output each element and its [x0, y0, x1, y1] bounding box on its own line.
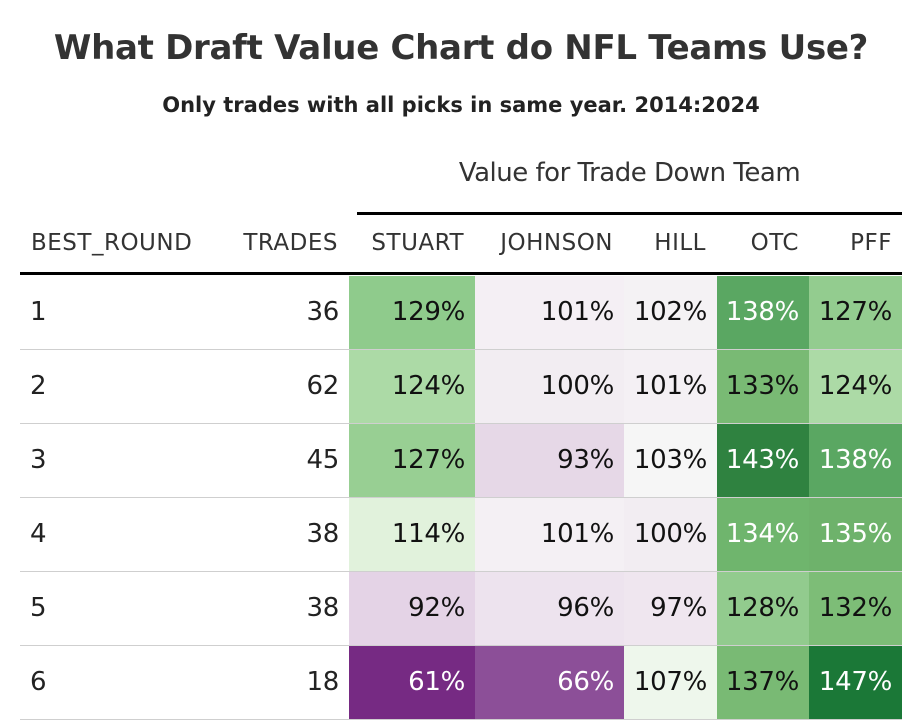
col-header-otc: OTC: [750, 230, 799, 256]
table-row: 2 62 124% 100% 101% 133% 124%: [20, 350, 902, 424]
cell-pff: 147%: [809, 646, 902, 719]
cell-stuart: 92%: [349, 572, 475, 645]
table-row: 6 18 61% 66% 107% 137% 147%: [20, 646, 902, 720]
spanner-rule: [357, 212, 902, 215]
col-header-trades: TRADES: [243, 230, 338, 256]
cell-hill: 102%: [624, 276, 717, 349]
cell-johnson: 93%: [475, 424, 624, 497]
cell-stuart: 114%: [349, 498, 475, 571]
chart-subtitle: Only trades with all picks in same year.…: [162, 93, 760, 117]
header-rule: [20, 272, 902, 275]
cell-johnson: 101%: [475, 276, 624, 349]
chart-title: What Draft Value Chart do NFL Teams Use?: [53, 28, 869, 68]
col-header-stuart: STUART: [371, 230, 464, 256]
cell-stuart: 127%: [349, 424, 475, 497]
cell-johnson: 100%: [475, 350, 624, 423]
cell-trades: 45: [306, 445, 340, 475]
cell-otc: 133%: [717, 350, 809, 423]
cell-otc: 134%: [717, 498, 809, 571]
col-header-hill: HILL: [654, 230, 706, 256]
col-header-johnson: JOHNSON: [500, 230, 613, 256]
cell-hill: 101%: [624, 350, 717, 423]
table-row: 5 38 92% 96% 97% 128% 132%: [20, 572, 902, 646]
cell-stuart: 129%: [349, 276, 475, 349]
col-header-best-round: BEST_ROUND: [31, 230, 193, 256]
cell-trades: 38: [306, 593, 340, 623]
row-divider: [20, 645, 902, 646]
row-divider: [20, 571, 902, 572]
row-divider: [20, 349, 902, 350]
cell-pff: 138%: [809, 424, 902, 497]
cell-pff: 132%: [809, 572, 902, 645]
cell-otc: 137%: [717, 646, 809, 719]
cell-best-round: 2: [30, 371, 47, 401]
cell-hill: 103%: [624, 424, 717, 497]
cell-otc: 138%: [717, 276, 809, 349]
cell-trades: 18: [306, 667, 340, 697]
cell-pff: 135%: [809, 498, 902, 571]
cell-otc: 143%: [717, 424, 809, 497]
table-row: 3 45 127% 93% 103% 143% 138%: [20, 424, 902, 498]
cell-trades: 36: [306, 297, 340, 327]
cell-best-round: 3: [30, 445, 47, 475]
cell-best-round: 1: [30, 297, 47, 327]
cell-trades: 62: [306, 371, 340, 401]
cell-hill: 100%: [624, 498, 717, 571]
row-divider: [20, 497, 902, 498]
cell-johnson: 101%: [475, 498, 624, 571]
cell-best-round: 6: [30, 667, 47, 697]
cell-hill: 97%: [624, 572, 717, 645]
cell-johnson: 66%: [475, 646, 624, 719]
col-header-pff: PFF: [850, 230, 892, 256]
cell-best-round: 4: [30, 519, 47, 549]
cell-best-round: 5: [30, 593, 47, 623]
table-row: 4 38 114% 101% 100% 134% 135%: [20, 498, 902, 572]
column-spanner-label: Value for Trade Down Team: [458, 158, 801, 188]
cell-johnson: 96%: [475, 572, 624, 645]
row-divider: [20, 423, 902, 424]
cell-otc: 128%: [717, 572, 809, 645]
table-row: 1 36 129% 101% 102% 138% 127%: [20, 276, 902, 350]
cell-hill: 107%: [624, 646, 717, 719]
cell-stuart: 61%: [349, 646, 475, 719]
cell-pff: 127%: [809, 276, 902, 349]
cell-trades: 38: [306, 519, 340, 549]
cell-stuart: 124%: [349, 350, 475, 423]
cell-pff: 124%: [809, 350, 902, 423]
